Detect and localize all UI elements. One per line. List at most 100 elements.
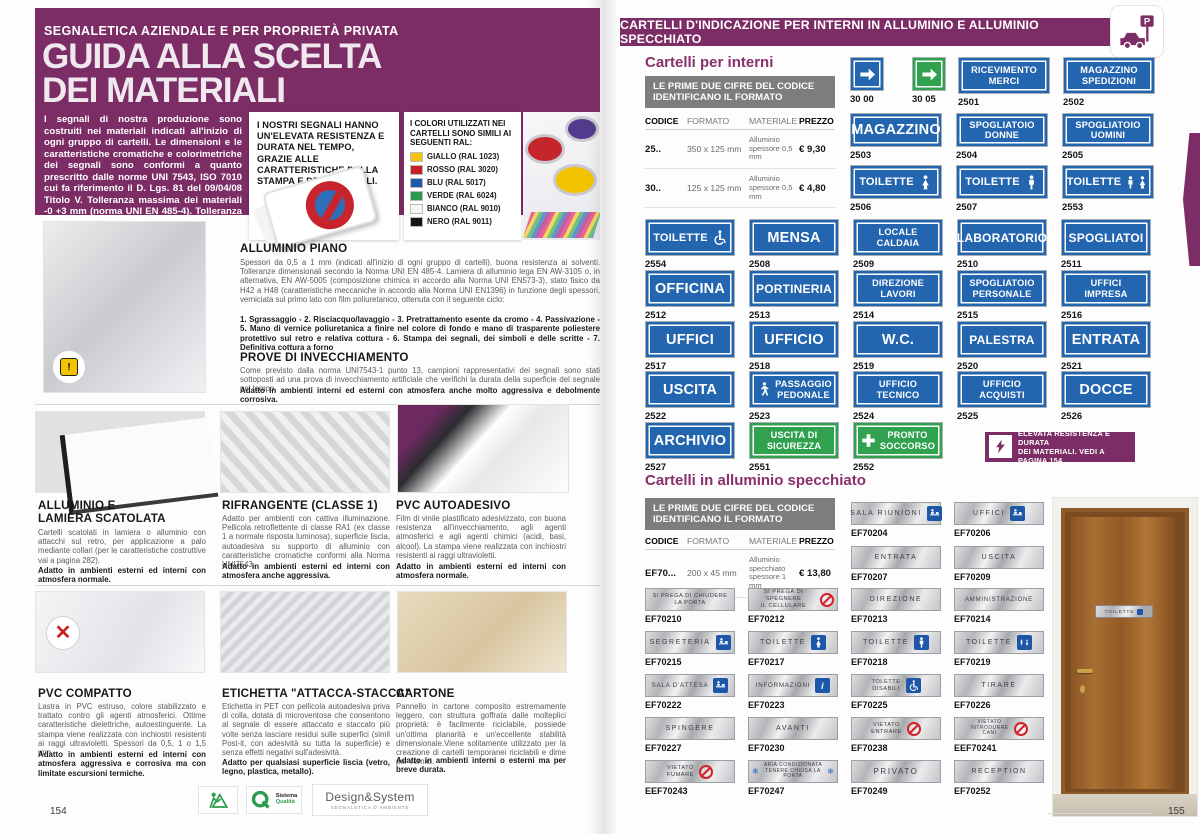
mirror-sign-row: SEGRETERIA EF70215 TOILETTE EF70217 TOIL… [645,631,1044,667]
mirror-sign: TOILETTE [954,631,1044,654]
sign-cell: LOCALE CALDAIA 2509 [853,219,943,270]
sign-cell: ARCHIVIO 2527 [645,422,735,473]
divider [35,585,600,586]
blue-swatch [410,177,423,188]
mirror-sign-cell: ENTRATA EF70207 [851,546,941,582]
mirror-sign: SEGRETERIA [645,631,735,654]
mirror-sign-cell: VIETATO INTRODURRE CANI EEF70241 [954,717,1044,753]
mirror-sign: AVANTI [748,717,838,740]
blue-sign: RICEVIMENTO MERCI [958,57,1050,94]
hero-kicker: SEGNALETICA AZIENDALE E PER PROPRIETÀ PR… [44,24,399,38]
no-smoking-sign: VIETATO FUMARE [645,760,735,783]
mirror-sign-cell: RECEPTION EF70252 [954,760,1044,796]
sign-cell: MENSA 2508 [749,219,839,270]
toilette-men-sign: TOILETTE [956,165,1048,199]
intro-paragraph: I segnali di nostra produzione sono cost… [44,114,242,229]
aluminium-sheet-photo: ! [44,222,205,392]
section-title: CARTONE [396,687,455,700]
page-title: GUIDA ALLA SCELTA DEI MATERIALI [42,37,382,110]
desk-icon [1010,506,1026,521]
no-dogs-sign: VIETATO INTRODURRE CANI [954,717,1044,740]
section-body: Film di vinile plastificato adesivizzato… [396,514,566,560]
black-swatch [410,216,423,227]
blue-sign: UFFICI IMPRESA [1061,270,1151,307]
right-page-banner: CARTELLI D'INDICAZIONE PER INTERNI IN AL… [620,18,1161,46]
ral-swatch-row: BIANCO (RAL 9010) [410,203,515,214]
mirror-sign-cell: SPINGERE EF70227 [645,717,735,753]
snowflake-icon: ❄ [752,767,759,776]
paint-pots-photo [523,112,600,240]
section-cycle: 1. Sgrassaggio - 2. Risciacquo/lavaggio … [240,315,600,353]
blue-sign: USCITA [645,371,735,408]
quality-system-logo: Sistema Qualità [246,786,302,814]
sign-cell: LABORATORIO 2510 [957,219,1047,270]
mirror-sign: AMMINISTRAZIONE [954,588,1044,611]
eco-certification-logo [198,786,238,814]
section-body: Come previsto dalla norma UNI7543-1 punt… [240,366,600,394]
blue-sign: MAGAZZINO SPEDIZIONI [1063,57,1155,94]
mirror-sign-cell: TOILETTE EF70219 [954,631,1044,667]
mirror-sign-cell: SI PREGA DI CHIUDERE LA PORTA EF70210 [645,588,735,624]
mirror-sign-cell: VIETATO FUMARE EEF70243 [645,760,735,796]
pedestrian-sign: PASSAGGIO PEDONALE [749,371,839,408]
door-photo: TOILETTE [1053,498,1197,816]
sign-cell: PASSAGGIO PEDONALE 2523 [749,371,839,422]
sign-row: MAGAZZINO 2503 SPOGLIATOIO DONNE 2504 SP… [850,113,1154,161]
desk-icon [715,635,731,650]
section-heading-interni: Cartelli per interni [645,54,774,71]
mirror-sign: SALA RIUNIONI [850,502,942,525]
mirror-sign-cell: SALA D'ATTESA EF70222 [645,674,735,710]
sign-cell: 30 05 [912,57,946,105]
eco-logo-icon [209,792,229,809]
man-woman-icon [1017,635,1033,650]
blue-sign: UFFICIO TECNICO [853,371,943,408]
arrow-right-icon [858,65,877,84]
sign-cell: TOILETTE 2553 [1062,165,1154,213]
reflective-film-photo [221,412,389,492]
mirror-sign-cell: TOLETTE DISABILI EF70225 [851,674,941,710]
section-body: Adatto per ambienti con cattiva illumina… [222,514,390,569]
sign-cell: TOILETTE 2554 [645,219,735,270]
mirror-sign: PRIVATO [851,760,941,783]
warning-sticker-icon: ! [60,358,78,376]
pet-label-photo [221,592,389,672]
blue-sign: DOCCE [1061,371,1151,408]
sign-cell: MAGAZZINO 2503 [850,113,942,161]
mirror-sign-cell: TIRARE EF70226 [954,674,1044,710]
mirror-sign: SI PREGA DI CHIUDERE LA PORTA [645,588,735,611]
mirror-sign-cell: PRIVATO EF70249 [851,760,941,796]
toilette-unisex-sign: TOILETTE [1062,165,1154,199]
blue-sign: SPOGLIATOI [1061,219,1151,256]
section-body: Lastra in PVC estruso, colore stabilizza… [38,702,206,757]
blue-sign: SPOGLIATOIO UOMINI [1062,113,1154,147]
mirror-sign-cell: TOILETTE EF70217 [748,631,838,667]
hazard-badge: ! [52,350,86,384]
svg-text:P: P [1144,16,1151,27]
blue-sign: PORTINERIA [749,270,839,307]
design-system-logo: Design&System SEGNALETICA D'AMBIENTE [312,784,428,816]
arrow-right-sign [850,57,884,91]
blue-sign: PALESTRA [957,321,1047,358]
blue-sign: SPOGLIATOIO DONNE [956,113,1048,147]
section-title: ALLUMINIO PIANO [240,242,348,255]
mirror-sign-cell: INFORMAZIONI i EF70223 [748,674,838,710]
blue-sign: DIREZIONE LAVORI [853,270,943,307]
door-frame: TOILETTE [1061,508,1189,796]
mirror-sign-row: SALA D'ATTESA EF70222 INFORMAZIONI i EF70… [645,674,1044,710]
mirror-sign: TOILETTE [748,631,838,654]
door-toilette-sign: TOILETTE [1095,605,1153,618]
section-title: ALLUMINIO E LAMIERA SCATOLATA [38,499,166,525]
section-body: Cartelli scatolati in lamiera o allumini… [38,528,206,565]
toilette-disabled-sign: TOILETTE [645,219,735,256]
woman-icon [918,175,933,190]
section-adatto: Adatto per qualsiasi superficie liscia (… [222,758,390,777]
sign-row: USCITA 2522 PASSAGGIO PEDONALE 2523 UFFI… [645,371,1151,422]
code-format-note: LE PRIME DUE CIFRE DEL CODICE IDENTIFICA… [645,76,835,108]
ral-swatch-row: BLU (RAL 5017) [410,177,515,188]
cross-icon [861,433,876,448]
blue-sign: UFFICI [645,321,735,358]
blue-sign: MAGAZZINO [850,113,942,147]
page-number-left: 154 [50,806,67,817]
meeting-icon [926,506,942,521]
